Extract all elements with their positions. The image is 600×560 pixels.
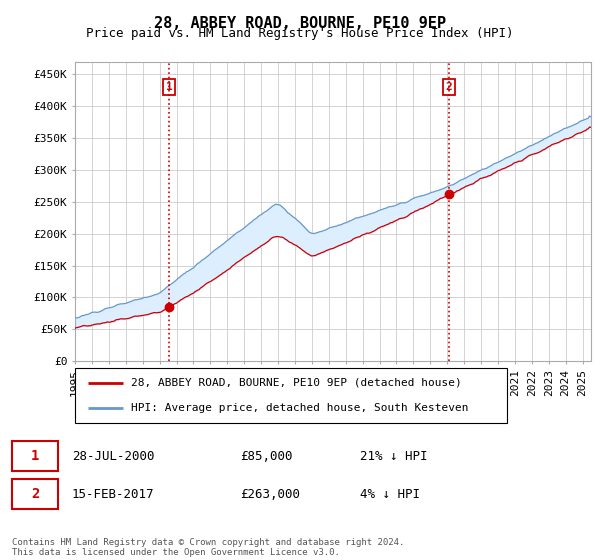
FancyBboxPatch shape	[12, 441, 58, 472]
Text: 21% ↓ HPI: 21% ↓ HPI	[360, 450, 427, 463]
FancyBboxPatch shape	[75, 368, 507, 423]
Text: 28, ABBEY ROAD, BOURNE, PE10 9EP: 28, ABBEY ROAD, BOURNE, PE10 9EP	[154, 16, 446, 31]
Text: 2: 2	[446, 82, 452, 92]
FancyBboxPatch shape	[12, 479, 58, 509]
Text: 1: 1	[166, 82, 173, 92]
Text: £263,000: £263,000	[240, 488, 300, 501]
Text: 28-JUL-2000: 28-JUL-2000	[72, 450, 155, 463]
Text: 2: 2	[31, 487, 39, 501]
Text: 15-FEB-2017: 15-FEB-2017	[72, 488, 155, 501]
Text: Price paid vs. HM Land Registry's House Price Index (HPI): Price paid vs. HM Land Registry's House …	[86, 27, 514, 40]
Text: 1: 1	[31, 449, 39, 463]
Text: £85,000: £85,000	[240, 450, 293, 463]
Text: HPI: Average price, detached house, South Kesteven: HPI: Average price, detached house, Sout…	[131, 403, 469, 413]
Text: 28, ABBEY ROAD, BOURNE, PE10 9EP (detached house): 28, ABBEY ROAD, BOURNE, PE10 9EP (detach…	[131, 378, 462, 388]
Text: 4% ↓ HPI: 4% ↓ HPI	[360, 488, 420, 501]
Text: Contains HM Land Registry data © Crown copyright and database right 2024.
This d: Contains HM Land Registry data © Crown c…	[12, 538, 404, 557]
